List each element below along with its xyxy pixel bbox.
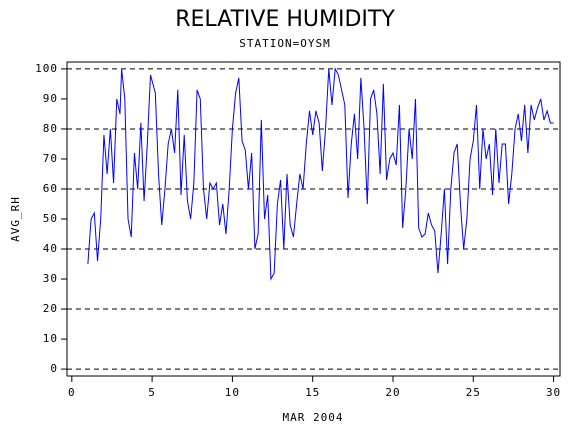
- y-tick-label: 20: [43, 302, 58, 315]
- x-tick-label: 30: [546, 386, 561, 399]
- x-tick-label: 15: [305, 386, 320, 399]
- y-tick-label: 70: [43, 152, 58, 165]
- y-tick-label: 60: [43, 182, 58, 195]
- y-tick-label: 30: [43, 272, 58, 285]
- chart-subtitle: STATION=OYSM: [239, 37, 330, 50]
- y-tick-label: 80: [43, 122, 58, 135]
- x-axis-label: MAR 2004: [283, 411, 344, 424]
- x-tick-label: 0: [68, 386, 76, 399]
- y-tick-label: 10: [43, 332, 58, 345]
- data-line: [87, 67, 554, 281]
- x-tick-label: 25: [466, 386, 481, 399]
- y-tick-label: 100: [35, 62, 58, 75]
- y-tick-label: 0: [50, 362, 58, 375]
- x-tick-label: 20: [385, 386, 400, 399]
- y-axis-label: AVG_RH: [9, 196, 22, 242]
- chart-title: RELATIVE HUMIDITY: [175, 7, 395, 32]
- y-tick-label: 40: [43, 242, 58, 255]
- y-tick-label: 90: [43, 92, 58, 105]
- y-tick-label: 50: [43, 212, 58, 225]
- plot-frame: [66, 61, 561, 377]
- x-tick-label: 10: [225, 386, 240, 399]
- x-tick-label: 5: [148, 386, 156, 399]
